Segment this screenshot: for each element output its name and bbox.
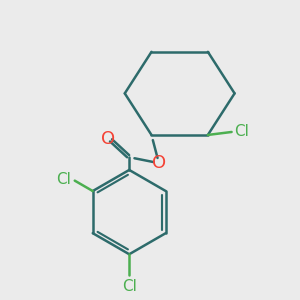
- Text: Cl: Cl: [234, 124, 249, 140]
- Text: Cl: Cl: [56, 172, 71, 187]
- Text: O: O: [152, 154, 166, 172]
- Text: O: O: [101, 130, 116, 148]
- Text: Cl: Cl: [122, 280, 137, 295]
